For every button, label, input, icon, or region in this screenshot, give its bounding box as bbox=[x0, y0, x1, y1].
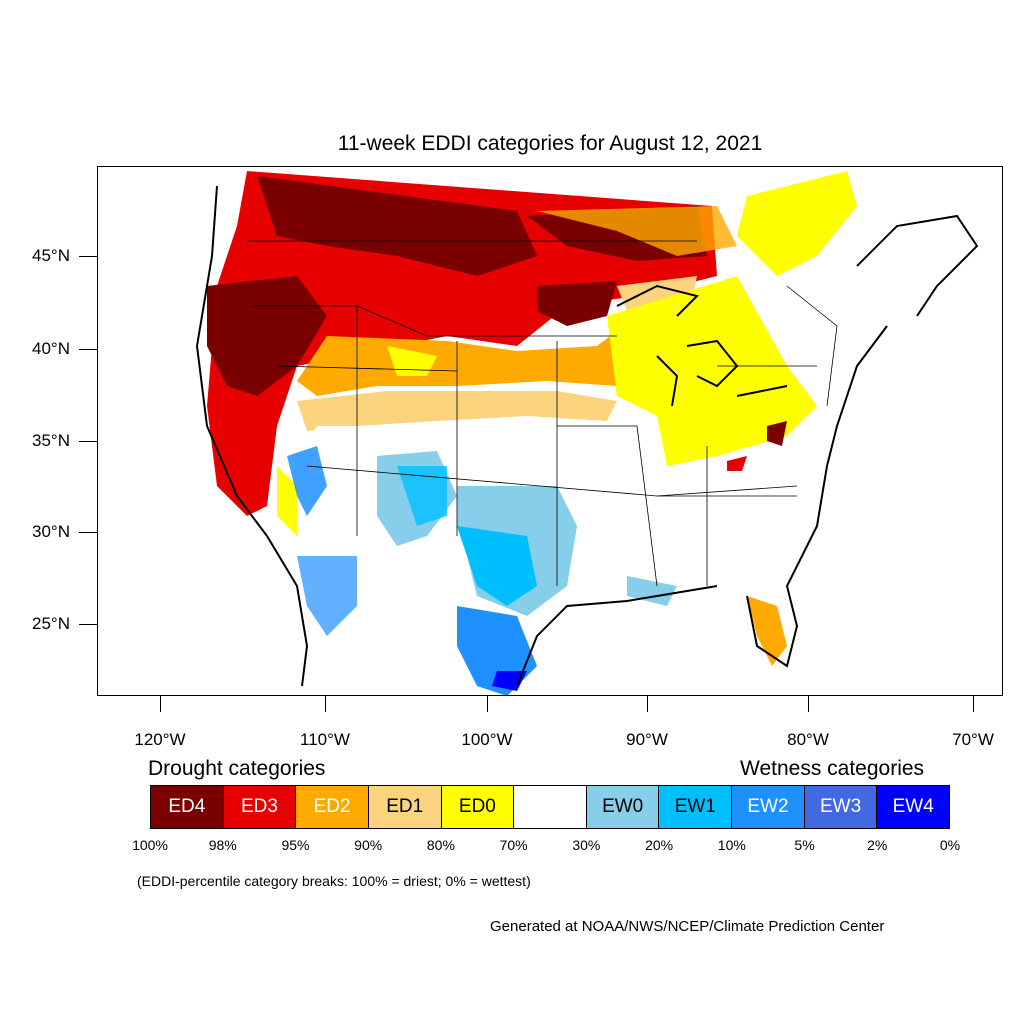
ed0-region-midwest bbox=[607, 276, 817, 466]
legend-cell-normal bbox=[514, 786, 587, 828]
lon-tick bbox=[808, 696, 809, 712]
ed3-region bbox=[207, 171, 717, 516]
break-label: 98% bbox=[208, 837, 237, 853]
lon-label-90: 90°W bbox=[626, 730, 668, 749]
lat-label-25: 25°N bbox=[32, 614, 70, 633]
legend-cell-ed2: ED2 bbox=[296, 786, 369, 828]
break-label: 100% bbox=[132, 837, 168, 853]
ed2-region-ne bbox=[537, 206, 737, 256]
ew1-region-az bbox=[397, 466, 447, 526]
break-label: 2% bbox=[867, 837, 888, 853]
break-label: 30% bbox=[572, 837, 601, 853]
wetness-categories-heading: Wetness categories bbox=[740, 757, 925, 780]
lon-tick bbox=[160, 696, 161, 712]
map-panel bbox=[97, 166, 1003, 696]
break-label: 0% bbox=[939, 837, 961, 853]
ed2-region bbox=[297, 316, 657, 396]
lon-tick bbox=[325, 696, 326, 712]
legend-cell-ew2: EW2 bbox=[732, 786, 805, 828]
legend-cell-ew1: EW1 bbox=[659, 786, 733, 828]
ed4-region-virginia bbox=[767, 421, 787, 446]
lon-tick bbox=[973, 696, 974, 712]
legend-cell-ew3: EW3 bbox=[804, 786, 878, 828]
lon-label-70: 70°W bbox=[952, 730, 994, 749]
ed4-region-north bbox=[257, 176, 537, 276]
lon-label-80: 80°W bbox=[787, 730, 829, 749]
ed0-region-south bbox=[277, 466, 297, 536]
coastlines bbox=[195, 185, 979, 687]
map-title: 11-week EDDI categories for August 12, 2… bbox=[337, 132, 763, 155]
eddi-map bbox=[97, 166, 1003, 696]
lat-label-35: 35°N bbox=[32, 431, 70, 450]
break-label: 90% bbox=[354, 837, 383, 853]
lon-label-120: 120°W bbox=[134, 730, 186, 749]
lat-tick bbox=[79, 532, 97, 533]
legend-cell-ed4: ED4 bbox=[151, 786, 224, 828]
category-breaks-note: (EDDI-percentile category breaks: 100% =… bbox=[137, 873, 531, 889]
lat-tick bbox=[79, 256, 97, 257]
lat-tick bbox=[79, 441, 97, 442]
ew1-region-southwest bbox=[287, 446, 327, 516]
legend-cell-ed1: ED1 bbox=[368, 786, 442, 828]
drought-categories-heading: Drought categories bbox=[148, 757, 326, 780]
category-legend-bar: ED4 ED3 ED2 ED1 ED0 EW0 EW1 EW2 EW3 EW4 bbox=[150, 785, 950, 829]
break-label: 95% bbox=[281, 837, 310, 853]
ew4-region-texas bbox=[492, 671, 527, 691]
legend-cell-ed0: ED0 bbox=[441, 786, 515, 828]
lon-label-100: 100°W bbox=[461, 730, 513, 749]
break-label: 10% bbox=[717, 837, 746, 853]
lat-label-40: 40°N bbox=[32, 339, 70, 358]
legend-cell-ed3: ED3 bbox=[223, 786, 297, 828]
legend-cell-ew4: EW4 bbox=[877, 786, 950, 828]
lon-label-110: 110°W bbox=[300, 730, 350, 749]
legend-cell-ew0: EW0 bbox=[586, 786, 660, 828]
break-label: 70% bbox=[499, 837, 528, 853]
break-label: 5% bbox=[794, 837, 815, 853]
ed0-region bbox=[387, 346, 437, 376]
lat-tick bbox=[79, 624, 97, 625]
ed4-region-mn bbox=[537, 281, 617, 326]
lat-label-45: 45°N bbox=[32, 246, 70, 265]
break-label: 80% bbox=[426, 837, 455, 853]
ew1-region-texas bbox=[457, 526, 537, 606]
credit-line: Generated at NOAA/NWS/NCEP/Climate Predi… bbox=[490, 918, 885, 935]
break-label: 20% bbox=[645, 837, 674, 853]
ew1-region-mexico bbox=[297, 556, 357, 636]
lon-tick bbox=[487, 696, 488, 712]
lat-label-30: 30°N bbox=[32, 522, 70, 541]
lat-tick bbox=[79, 349, 97, 350]
ed3-region-tennessee bbox=[727, 456, 747, 471]
ed0-region-canada bbox=[737, 171, 857, 276]
ed2-region-florida bbox=[747, 596, 787, 666]
state-boundaries bbox=[247, 240, 838, 587]
lon-tick bbox=[647, 696, 648, 712]
